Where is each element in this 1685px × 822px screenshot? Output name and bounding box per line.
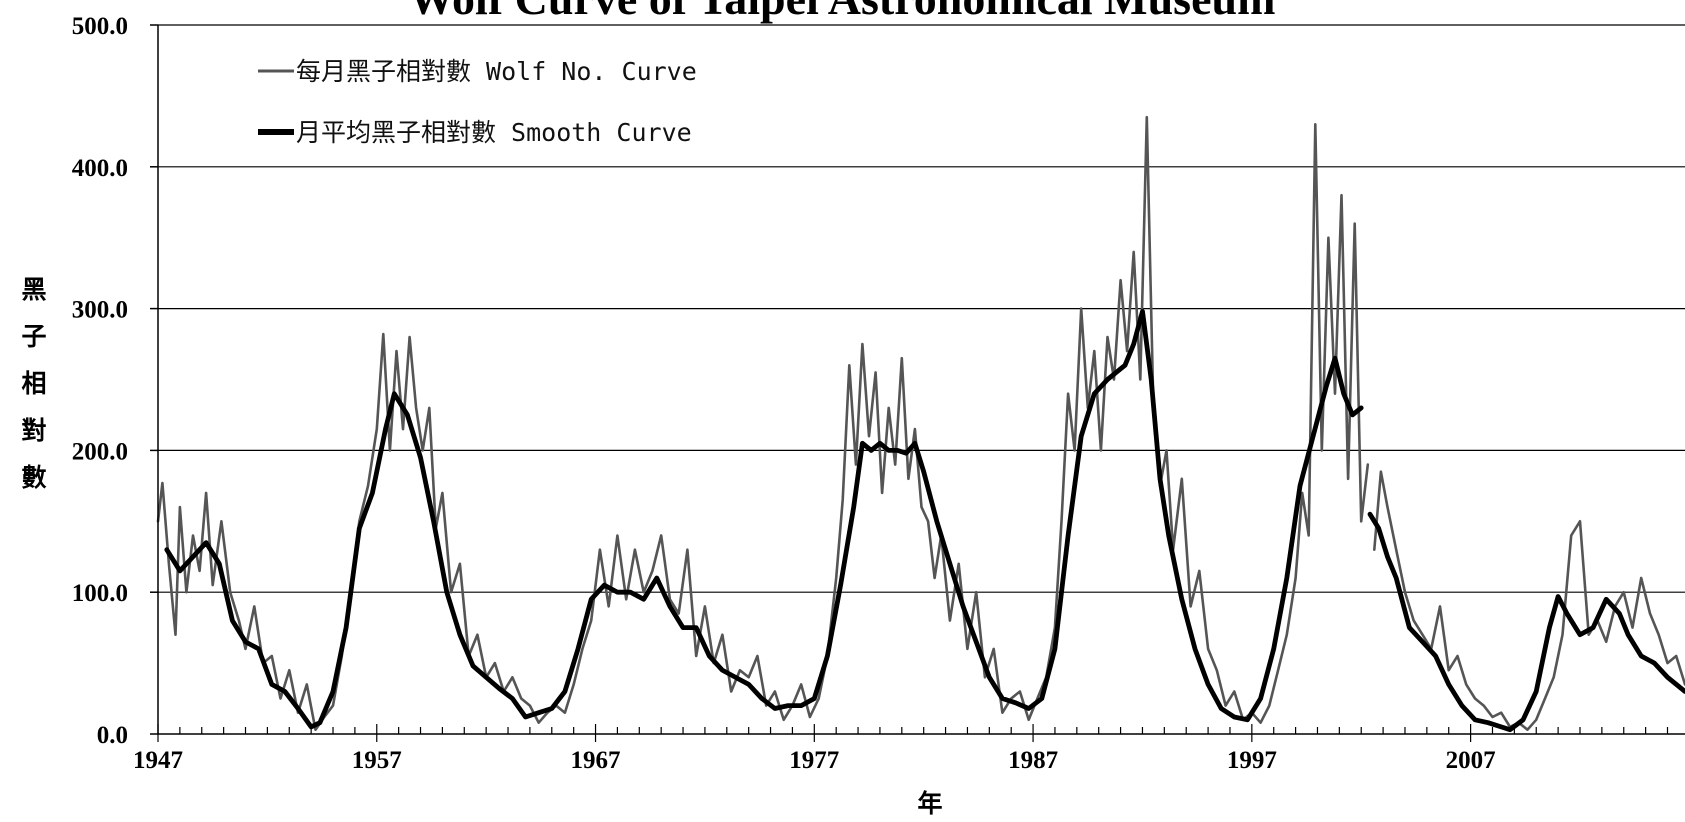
legend-label-smooth: 月平均黑子相對數 Smooth Curve: [296, 118, 692, 147]
y-tick-label-2: 200.0: [72, 438, 128, 465]
smooth-line-segment-1: [1367, 511, 1685, 733]
y-tick-label-3: 300.0: [72, 297, 128, 324]
x-tick-label-4: 1987: [1008, 747, 1058, 774]
y-tick-labels: 0.0 100.0 200.0 300.0 400.0 500.0: [72, 13, 128, 749]
x-tick-labels: 1947 1957 1967 1977 1987 1997 2007: [133, 747, 1496, 774]
y-tick-label-0: 0.0: [97, 722, 128, 749]
series-smooth: [164, 309, 1685, 733]
x-tick-label-3: 1977: [789, 747, 839, 774]
y-axis-title-char-3: 對: [21, 416, 46, 445]
x-tick-label-1: 1957: [352, 747, 402, 774]
smooth-line-segment-0: [164, 309, 1364, 730]
x-tick-label-0: 1947: [133, 747, 183, 774]
legend-label-monthly: 每月黑子相對數 Wolf No. Curve: [296, 57, 697, 86]
y-axis-title-char-1: 子: [21, 322, 46, 351]
y-tick-label-1: 100.0: [72, 580, 128, 607]
x-axis-title: 年: [917, 789, 942, 818]
x-tick-label-5: 1997: [1227, 747, 1277, 774]
monthly-line-segment-0: [156, 115, 1370, 731]
y-axis-title-char-4: 數: [21, 463, 46, 492]
y-axis-title-char-2: 相: [21, 369, 46, 398]
y-axis-title-char-0: 黑: [21, 275, 46, 304]
monthly-line-segment-1: [1373, 470, 1685, 731]
x-tick-label-6: 2007: [1446, 747, 1496, 774]
chart-title: Wolf Curve of Taipei Astronomical Museum: [409, 0, 1276, 24]
y-tick-label-5: 500.0: [72, 13, 128, 40]
y-axis-title: 黑子相對數: [21, 275, 46, 492]
axes: [150, 24, 1685, 742]
y-tick-label-4: 400.0: [72, 155, 128, 182]
gridlines: [158, 24, 1685, 593]
x-tick-label-2: 1967: [571, 747, 621, 774]
legend: 每月黑子相對數 Wolf No. Curve 月平均黑子相對數 Smooth C…: [258, 57, 697, 147]
